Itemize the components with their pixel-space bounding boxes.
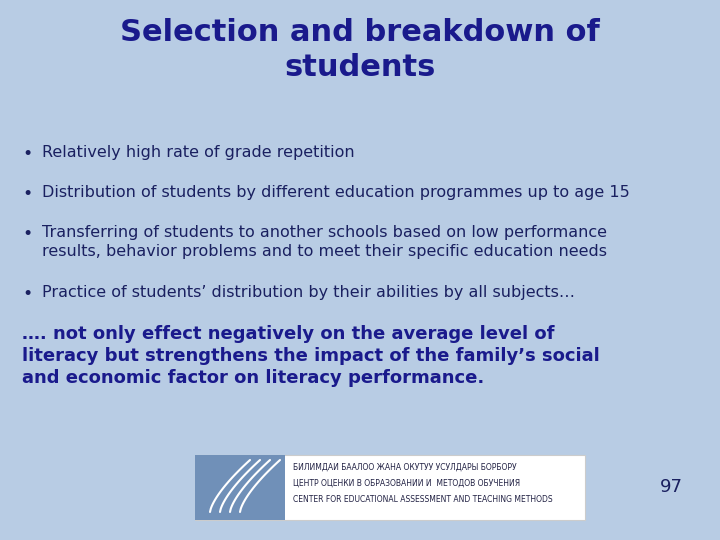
Text: Practice of students’ distribution by their abilities by all subjects…: Practice of students’ distribution by th…	[42, 285, 575, 300]
Text: ЦЕНТР ОЦЕНКИ В ОБРАЗОВАНИИ И  МЕТОДОВ ОБУЧЕНИЯ: ЦЕНТР ОЦЕНКИ В ОБРАЗОВАНИИ И МЕТОДОВ ОБУ…	[293, 479, 520, 488]
Text: Distribution of students by different education programmes up to age 15: Distribution of students by different ed…	[42, 185, 630, 200]
Text: …. not only effect negatively on the average level of
literacy but strengthens t: …. not only effect negatively on the ave…	[22, 325, 600, 387]
Text: •: •	[22, 145, 32, 163]
Text: БИЛИМДАИ БААЛОО ЖАНА ОКУТУУ УСУЛДАРЫ БОРБОРУ: БИЛИМДАИ БААЛОО ЖАНА ОКУТУУ УСУЛДАРЫ БОР…	[293, 463, 517, 472]
Text: •: •	[22, 285, 32, 303]
FancyBboxPatch shape	[195, 455, 285, 520]
Text: •: •	[22, 225, 32, 243]
FancyBboxPatch shape	[195, 455, 585, 520]
Text: CENTER FOR EDUCATIONAL ASSESSMENT AND TEACHING METHODS: CENTER FOR EDUCATIONAL ASSESSMENT AND TE…	[293, 495, 553, 504]
Text: •: •	[22, 185, 32, 203]
Text: Relatively high rate of grade repetition: Relatively high rate of grade repetition	[42, 145, 355, 160]
Text: 97: 97	[660, 478, 683, 496]
Text: Selection and breakdown of
students: Selection and breakdown of students	[120, 18, 600, 82]
Text: Transferring of students to another schools based on low performance
results, be: Transferring of students to another scho…	[42, 225, 607, 259]
